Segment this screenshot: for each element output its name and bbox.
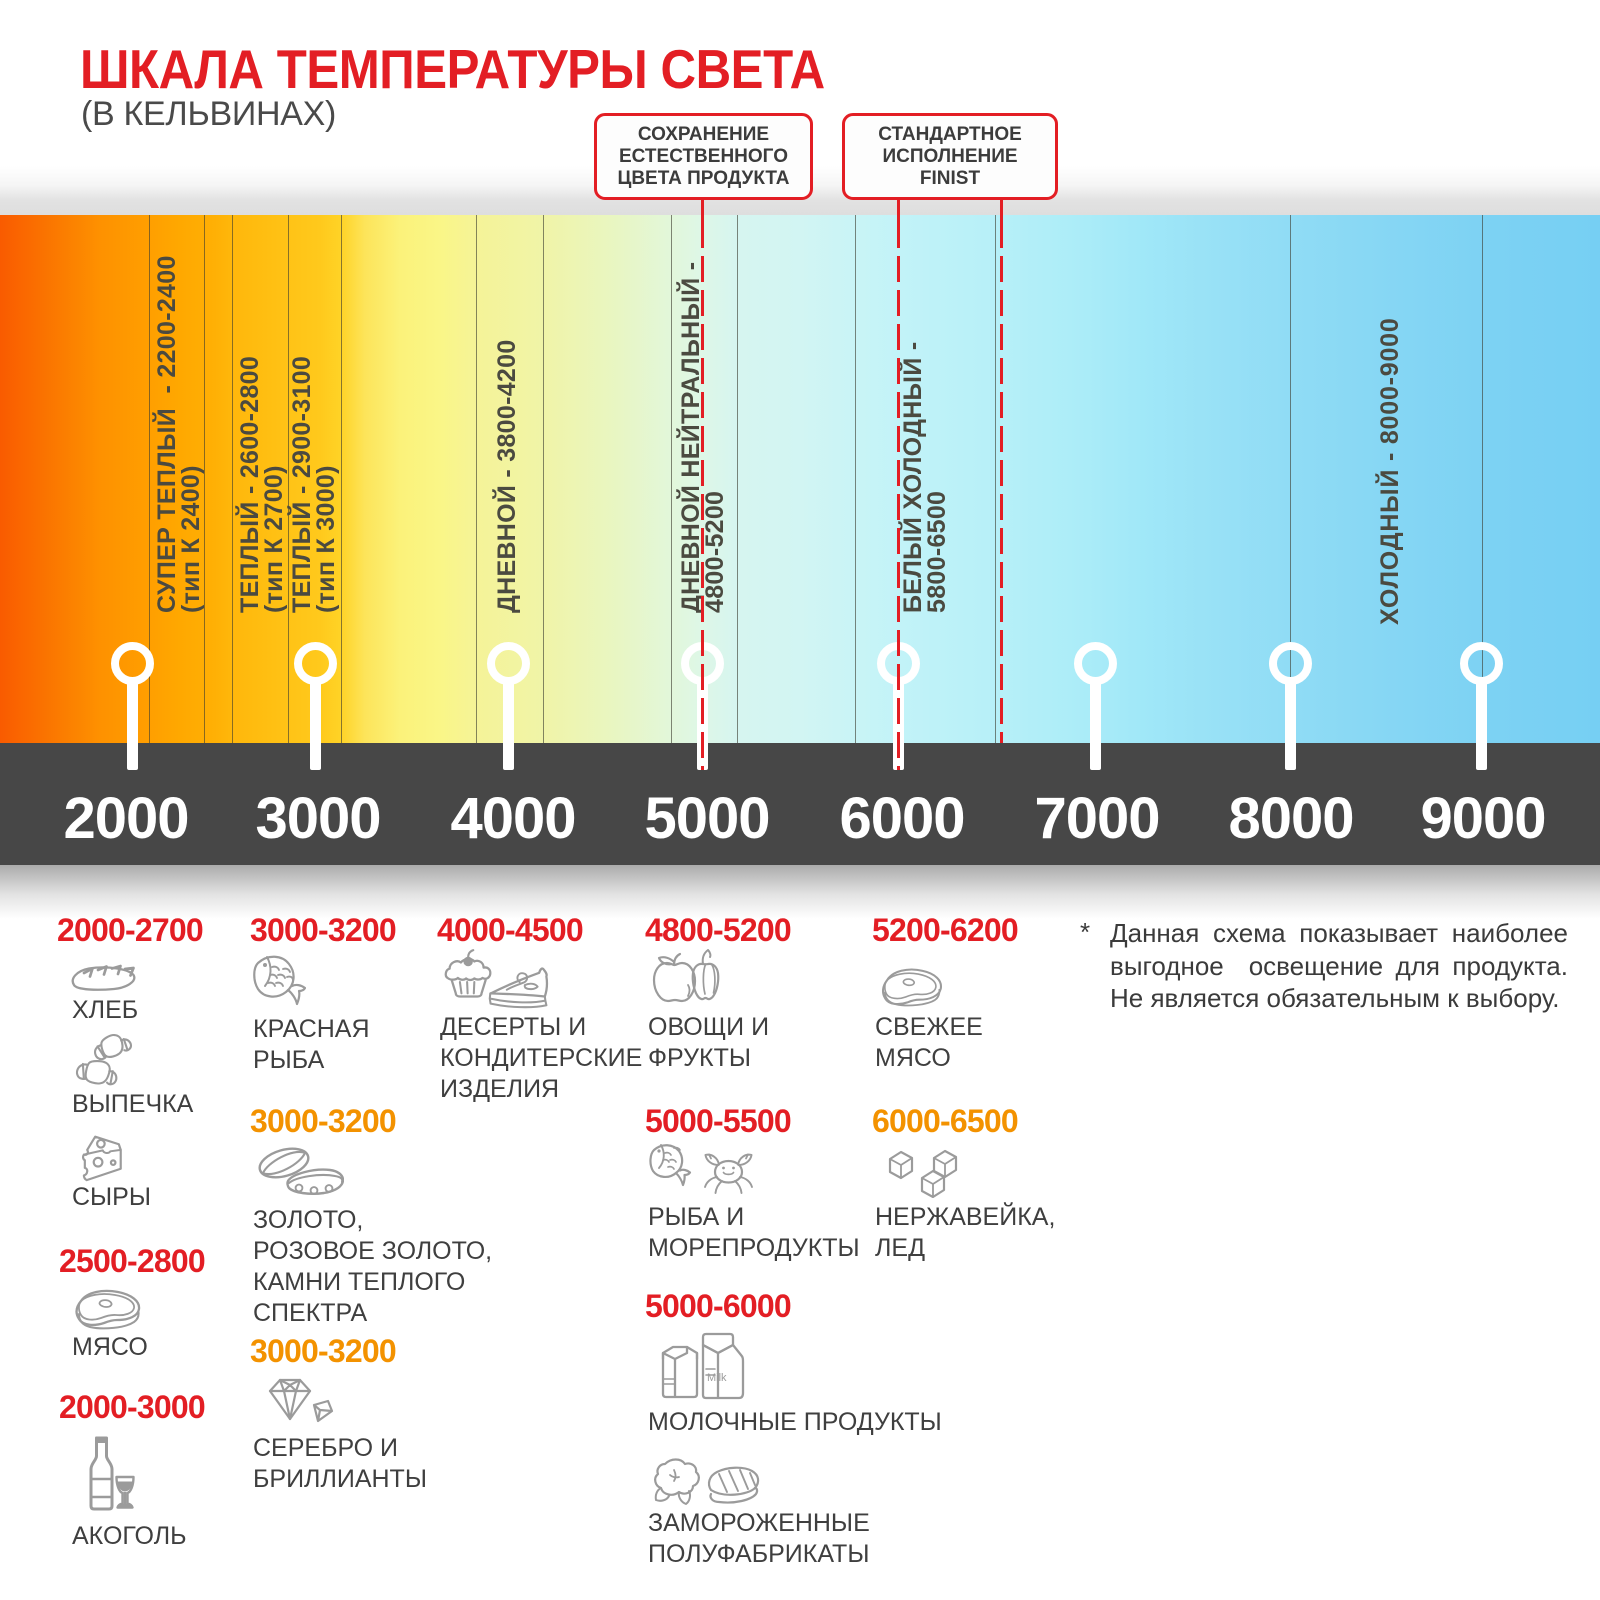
svg-text:Milk: Milk (707, 1372, 727, 1384)
